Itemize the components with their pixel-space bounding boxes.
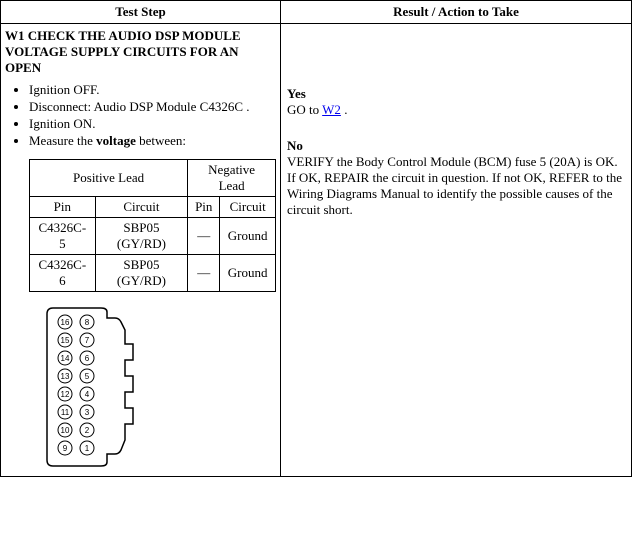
- svg-text:3: 3: [85, 408, 90, 417]
- result-cell: Yes GO to W2 . No VERIFY the Body Contro…: [281, 24, 632, 477]
- r2-neg-pin: —: [188, 255, 220, 292]
- bullet-ignition-on: Ignition ON.: [29, 116, 276, 132]
- svg-text:6: 6: [85, 354, 90, 363]
- measure-post: between:: [136, 133, 186, 148]
- svg-text:16: 16: [61, 318, 70, 327]
- header-result: Result / Action to Take: [281, 1, 632, 24]
- positive-lead-header: Positive Lead: [30, 160, 188, 197]
- no-action: VERIFY the Body Control Module (BCM) fus…: [287, 154, 625, 218]
- bullet-disconnect: Disconnect: Audio DSP Module C4326C .: [29, 99, 276, 115]
- r2-pos-circ: SBP05 (GY/RD): [95, 255, 188, 292]
- no-label: No: [287, 138, 625, 154]
- r1-neg-circ: Ground: [220, 218, 276, 255]
- measure-pre: Measure the: [29, 133, 96, 148]
- svg-text:4: 4: [85, 390, 90, 399]
- r2-pos-pin: C4326C-6: [30, 255, 96, 292]
- step-title: W1 CHECK THE AUDIO DSP MODULE VOLTAGE SU…: [5, 28, 276, 76]
- w2-link[interactable]: W2: [322, 102, 341, 117]
- pin-header-1: Pin: [30, 197, 96, 218]
- test-step-cell: W1 CHECK THE AUDIO DSP MODULE VOLTAGE SU…: [1, 24, 281, 477]
- circuit-header-2: Circuit: [220, 197, 276, 218]
- r1-pos-pin: C4326C-5: [30, 218, 96, 255]
- svg-text:2: 2: [85, 426, 90, 435]
- r1-neg-pin: —: [188, 218, 220, 255]
- diagnostic-table: Test Step Result / Action to Take W1 CHE…: [0, 0, 632, 477]
- yes-pre: GO to: [287, 102, 322, 117]
- circuit-header-1: Circuit: [95, 197, 188, 218]
- svg-text:10: 10: [61, 426, 70, 435]
- bullet-measure: Measure the voltage between:: [29, 133, 276, 149]
- step-bullets: Ignition OFF. Disconnect: Audio DSP Modu…: [5, 82, 276, 149]
- svg-text:12: 12: [61, 390, 70, 399]
- yes-action: GO to W2 .: [287, 102, 625, 118]
- table-row: C4326C-6 SBP05 (GY/RD) — Ground: [30, 255, 276, 292]
- header-test-step: Test Step: [1, 1, 281, 24]
- svg-text:1: 1: [85, 444, 90, 453]
- svg-text:11: 11: [61, 408, 70, 417]
- r1-pos-circ: SBP05 (GY/RD): [95, 218, 188, 255]
- leads-table: Positive Lead Negative Lead Pin Circuit …: [29, 159, 276, 292]
- svg-text:14: 14: [61, 354, 70, 363]
- r2-neg-circ: Ground: [220, 255, 276, 292]
- svg-text:8: 8: [85, 318, 90, 327]
- svg-text:9: 9: [63, 444, 68, 453]
- measure-bold: voltage: [96, 133, 136, 148]
- yes-post: .: [341, 102, 348, 117]
- svg-text:15: 15: [61, 336, 70, 345]
- table-row: C4326C-5 SBP05 (GY/RD) — Ground: [30, 218, 276, 255]
- connector-svg: 16 8 15 7 14 6 13 5 12 4 11 3 10 2 9 1: [43, 304, 153, 474]
- svg-text:5: 5: [85, 372, 90, 381]
- pin-header-2: Pin: [188, 197, 220, 218]
- yes-label: Yes: [287, 86, 625, 102]
- connector-diagram: 16 8 15 7 14 6 13 5 12 4 11 3 10 2 9 1: [43, 304, 276, 474]
- svg-text:13: 13: [61, 372, 70, 381]
- bullet-ignition-off: Ignition OFF.: [29, 82, 276, 98]
- svg-text:7: 7: [85, 336, 90, 345]
- negative-lead-header: Negative Lead: [188, 160, 276, 197]
